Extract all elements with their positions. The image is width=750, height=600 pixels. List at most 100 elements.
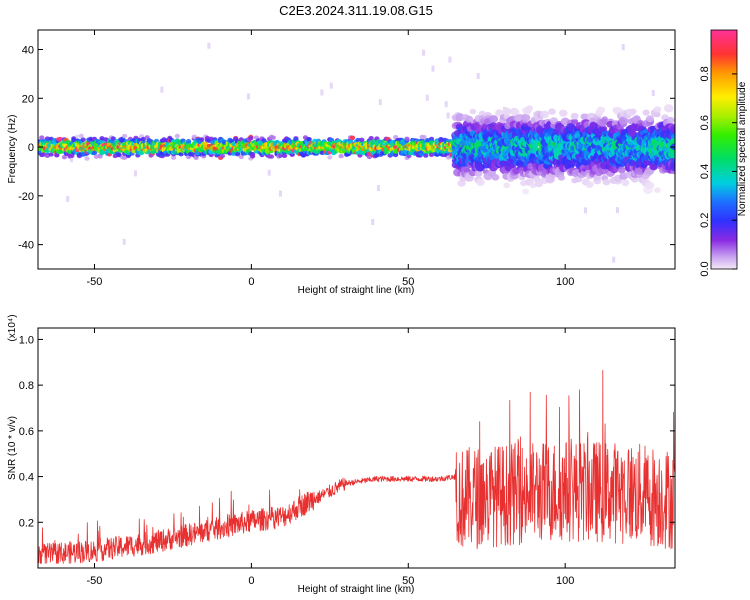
spectrogram-cell — [585, 181, 594, 189]
spectrogram-outlier — [376, 185, 380, 192]
spectrogram-cell — [393, 152, 399, 158]
y-tick-label: -40 — [18, 240, 34, 252]
x-tick-label: 100 — [556, 575, 574, 587]
colorbar-tick-label: 0.8 — [699, 66, 711, 81]
colorbar-gradient — [710, 29, 738, 270]
spectrogram-outlier — [122, 238, 126, 245]
x-tick-label: 0 — [248, 575, 254, 587]
spectrogram-cell — [476, 178, 485, 186]
spectrogram-cell — [199, 137, 205, 142]
spectrogram-cell — [80, 137, 86, 142]
colorbar-tick-label: 0.6 — [699, 115, 711, 130]
spectrogram-outlier — [207, 42, 211, 49]
colorbar-tick-label: 0.2 — [699, 213, 711, 228]
spectrogram-outlier — [279, 190, 282, 197]
colorbar-tick-label: 0.0 — [699, 261, 711, 276]
snr-panel: -50 0 50 100 1.00.80.60.40.2 Height of stra… — [7, 314, 676, 595]
spectrogram-outlier — [422, 49, 426, 56]
spectrogram-outlier — [371, 219, 375, 225]
colorbar-label: Normalized spectral amplitude — [737, 81, 748, 216]
spectrogram-cell — [421, 135, 427, 140]
spectrogram-outlier — [160, 86, 164, 93]
spectrogram-outlier — [247, 93, 250, 100]
spectrogram-outlier — [476, 73, 480, 79]
spectrogram-cell — [191, 134, 197, 139]
spectrogram-cell — [61, 155, 67, 160]
spectrogram-outlier — [425, 94, 429, 101]
y-tick-label: -20 — [18, 191, 34, 203]
spectrogram-outlier — [584, 207, 587, 214]
spectrogram-cell — [522, 188, 529, 195]
spectrogram-outlier — [612, 256, 616, 263]
spectrogram-cell — [99, 139, 105, 144]
spectrogram-outlier — [267, 169, 271, 176]
spectrogram-cell — [670, 164, 675, 172]
spectrogram-cell — [491, 174, 500, 181]
y-tick-label: 20 — [22, 93, 34, 105]
spectrogram-cell — [265, 149, 271, 154]
spectrogram-cell — [642, 109, 650, 116]
spectrogram-cell — [540, 110, 549, 119]
spectrogram-cell — [338, 153, 344, 159]
spectrogram-cell — [174, 133, 180, 139]
spectrogram-cell — [91, 150, 98, 156]
spectrogram-cell — [116, 152, 122, 158]
spectrogram-cell — [629, 108, 637, 115]
spectrogram-cell — [663, 104, 674, 113]
spectrogram-cell — [503, 182, 511, 189]
spectrogram-cell — [404, 136, 410, 141]
x-tick-label: -50 — [87, 276, 103, 288]
spectrogram-cell — [645, 181, 655, 190]
snr-y-multiplier: (x10⁴) — [7, 314, 18, 341]
spectrogram-cell — [557, 174, 566, 181]
spectrogram-cell — [219, 153, 226, 159]
spectrogram-cell — [349, 135, 355, 140]
spectrogram-cell — [186, 139, 192, 144]
spectrogram-cell — [525, 105, 534, 112]
spectrogram-outlier — [621, 44, 625, 51]
spectrogram-cell — [559, 109, 568, 117]
spectrogram-outlier — [329, 82, 333, 89]
snr-y-axis-label: SNR (10 * v/v) — [7, 416, 18, 480]
spectrogram-cell — [512, 109, 520, 115]
snr-x-axis-label: Height of straight line (km) — [298, 584, 415, 595]
spectrogram-cell — [645, 115, 655, 123]
spectrogram-cell — [602, 178, 611, 186]
spectrogram-cell — [84, 156, 90, 161]
spectrogram-cell — [248, 136, 254, 141]
y-tick-label: 40 — [22, 45, 34, 57]
spectrogram-outlier — [444, 101, 448, 108]
spectrogram-outlier — [431, 65, 435, 72]
spectrogram-y-axis-label: Frequency (Hz) — [7, 115, 18, 184]
chart-title: C2E3.2024.311.19.08.G15 — [279, 3, 433, 18]
spectrogram-marks — [38, 42, 675, 263]
spectrogram-outlier — [320, 89, 324, 96]
spectrogram-cell — [653, 187, 661, 194]
y-tick-label: 0.6 — [19, 426, 34, 438]
spectrogram-cell — [193, 155, 199, 160]
spectrogram-cell — [69, 153, 75, 158]
spectrogram-outlier — [134, 170, 137, 177]
spectrogram-cell — [570, 112, 579, 120]
spectrogram-cell — [469, 108, 477, 115]
spectrogram-cell — [235, 152, 241, 157]
spectrogram-cell — [489, 115, 499, 123]
spectrogram-cell — [521, 113, 531, 122]
spectrogram-cell — [39, 135, 45, 140]
spectrogram-cell — [393, 149, 399, 154]
spectrogram-outlier — [651, 89, 655, 96]
spectrogram-cell — [238, 154, 244, 160]
spectrogram-x-axis-label: Height of straight line (km) — [298, 285, 415, 296]
x-tick-label: -50 — [87, 575, 103, 587]
spectrogram-outlier — [75, 134, 79, 141]
y-tick-label: 0.2 — [19, 517, 34, 529]
spectrogram-cell — [122, 155, 128, 160]
spectrogram-cell — [327, 155, 333, 160]
spectrogram-cell — [122, 133, 128, 139]
spectrogram-cell — [653, 106, 662, 113]
spectrogram-outlier — [378, 99, 382, 106]
spectrogram-cell — [359, 137, 365, 142]
spectrogram-cell — [270, 135, 276, 140]
colorbar: 0.0 0.2 0.4 0.6 0.8 Normalized spectral ampl… — [699, 29, 748, 277]
